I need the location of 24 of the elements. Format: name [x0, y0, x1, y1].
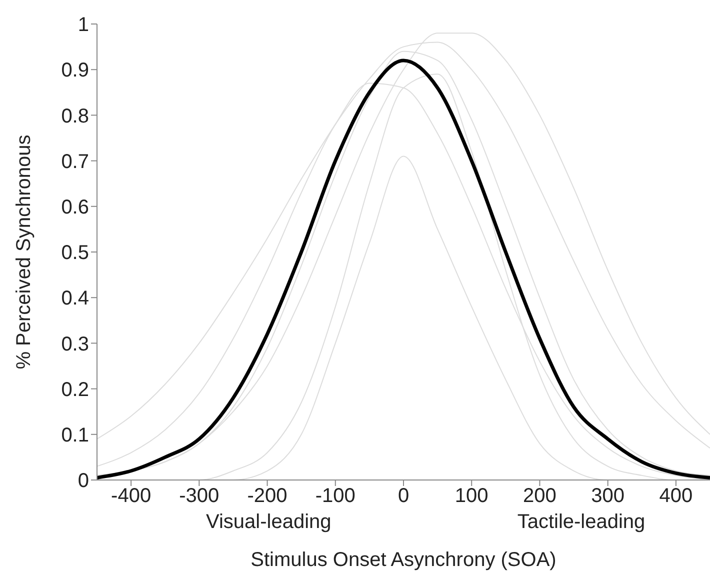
y-tick-label: 0.9	[61, 60, 89, 82]
text: Tactile-leading	[517, 511, 646, 533]
x-tick-label: -300	[179, 485, 220, 508]
x-tick-label: 100	[454, 485, 488, 508]
y-tick-label: 0.6	[61, 196, 89, 218]
x-tick-label: 200	[523, 485, 556, 508]
y-tick-label: 0.1	[61, 424, 89, 446]
y-tick-label: 1	[78, 14, 89, 36]
x-tick-label: 0	[398, 485, 410, 508]
x-tick-label: -200	[247, 485, 288, 508]
y-tick-label: 0.4	[61, 288, 89, 310]
y-tick-label: 0.5	[61, 242, 89, 264]
y-tick-label: 0.8	[61, 105, 89, 128]
y-tick-label: 0.7	[61, 150, 89, 173]
x-tick-label: -100	[315, 485, 356, 508]
y-axis-title: % Perceived Synchronous	[13, 134, 35, 370]
x-tick-label: 400	[659, 485, 693, 508]
text: Visual-leading	[206, 511, 332, 533]
y-tick-label: 0.3	[61, 333, 89, 356]
x-axis-title: Stimulus Onset Asynchrony (SOA)	[250, 549, 556, 571]
y-tick-label: 0.2	[61, 378, 89, 401]
x-tick-label: -400	[111, 485, 152, 508]
y-tick-label: 0	[78, 470, 89, 492]
x-tick-label: 300	[591, 485, 625, 508]
